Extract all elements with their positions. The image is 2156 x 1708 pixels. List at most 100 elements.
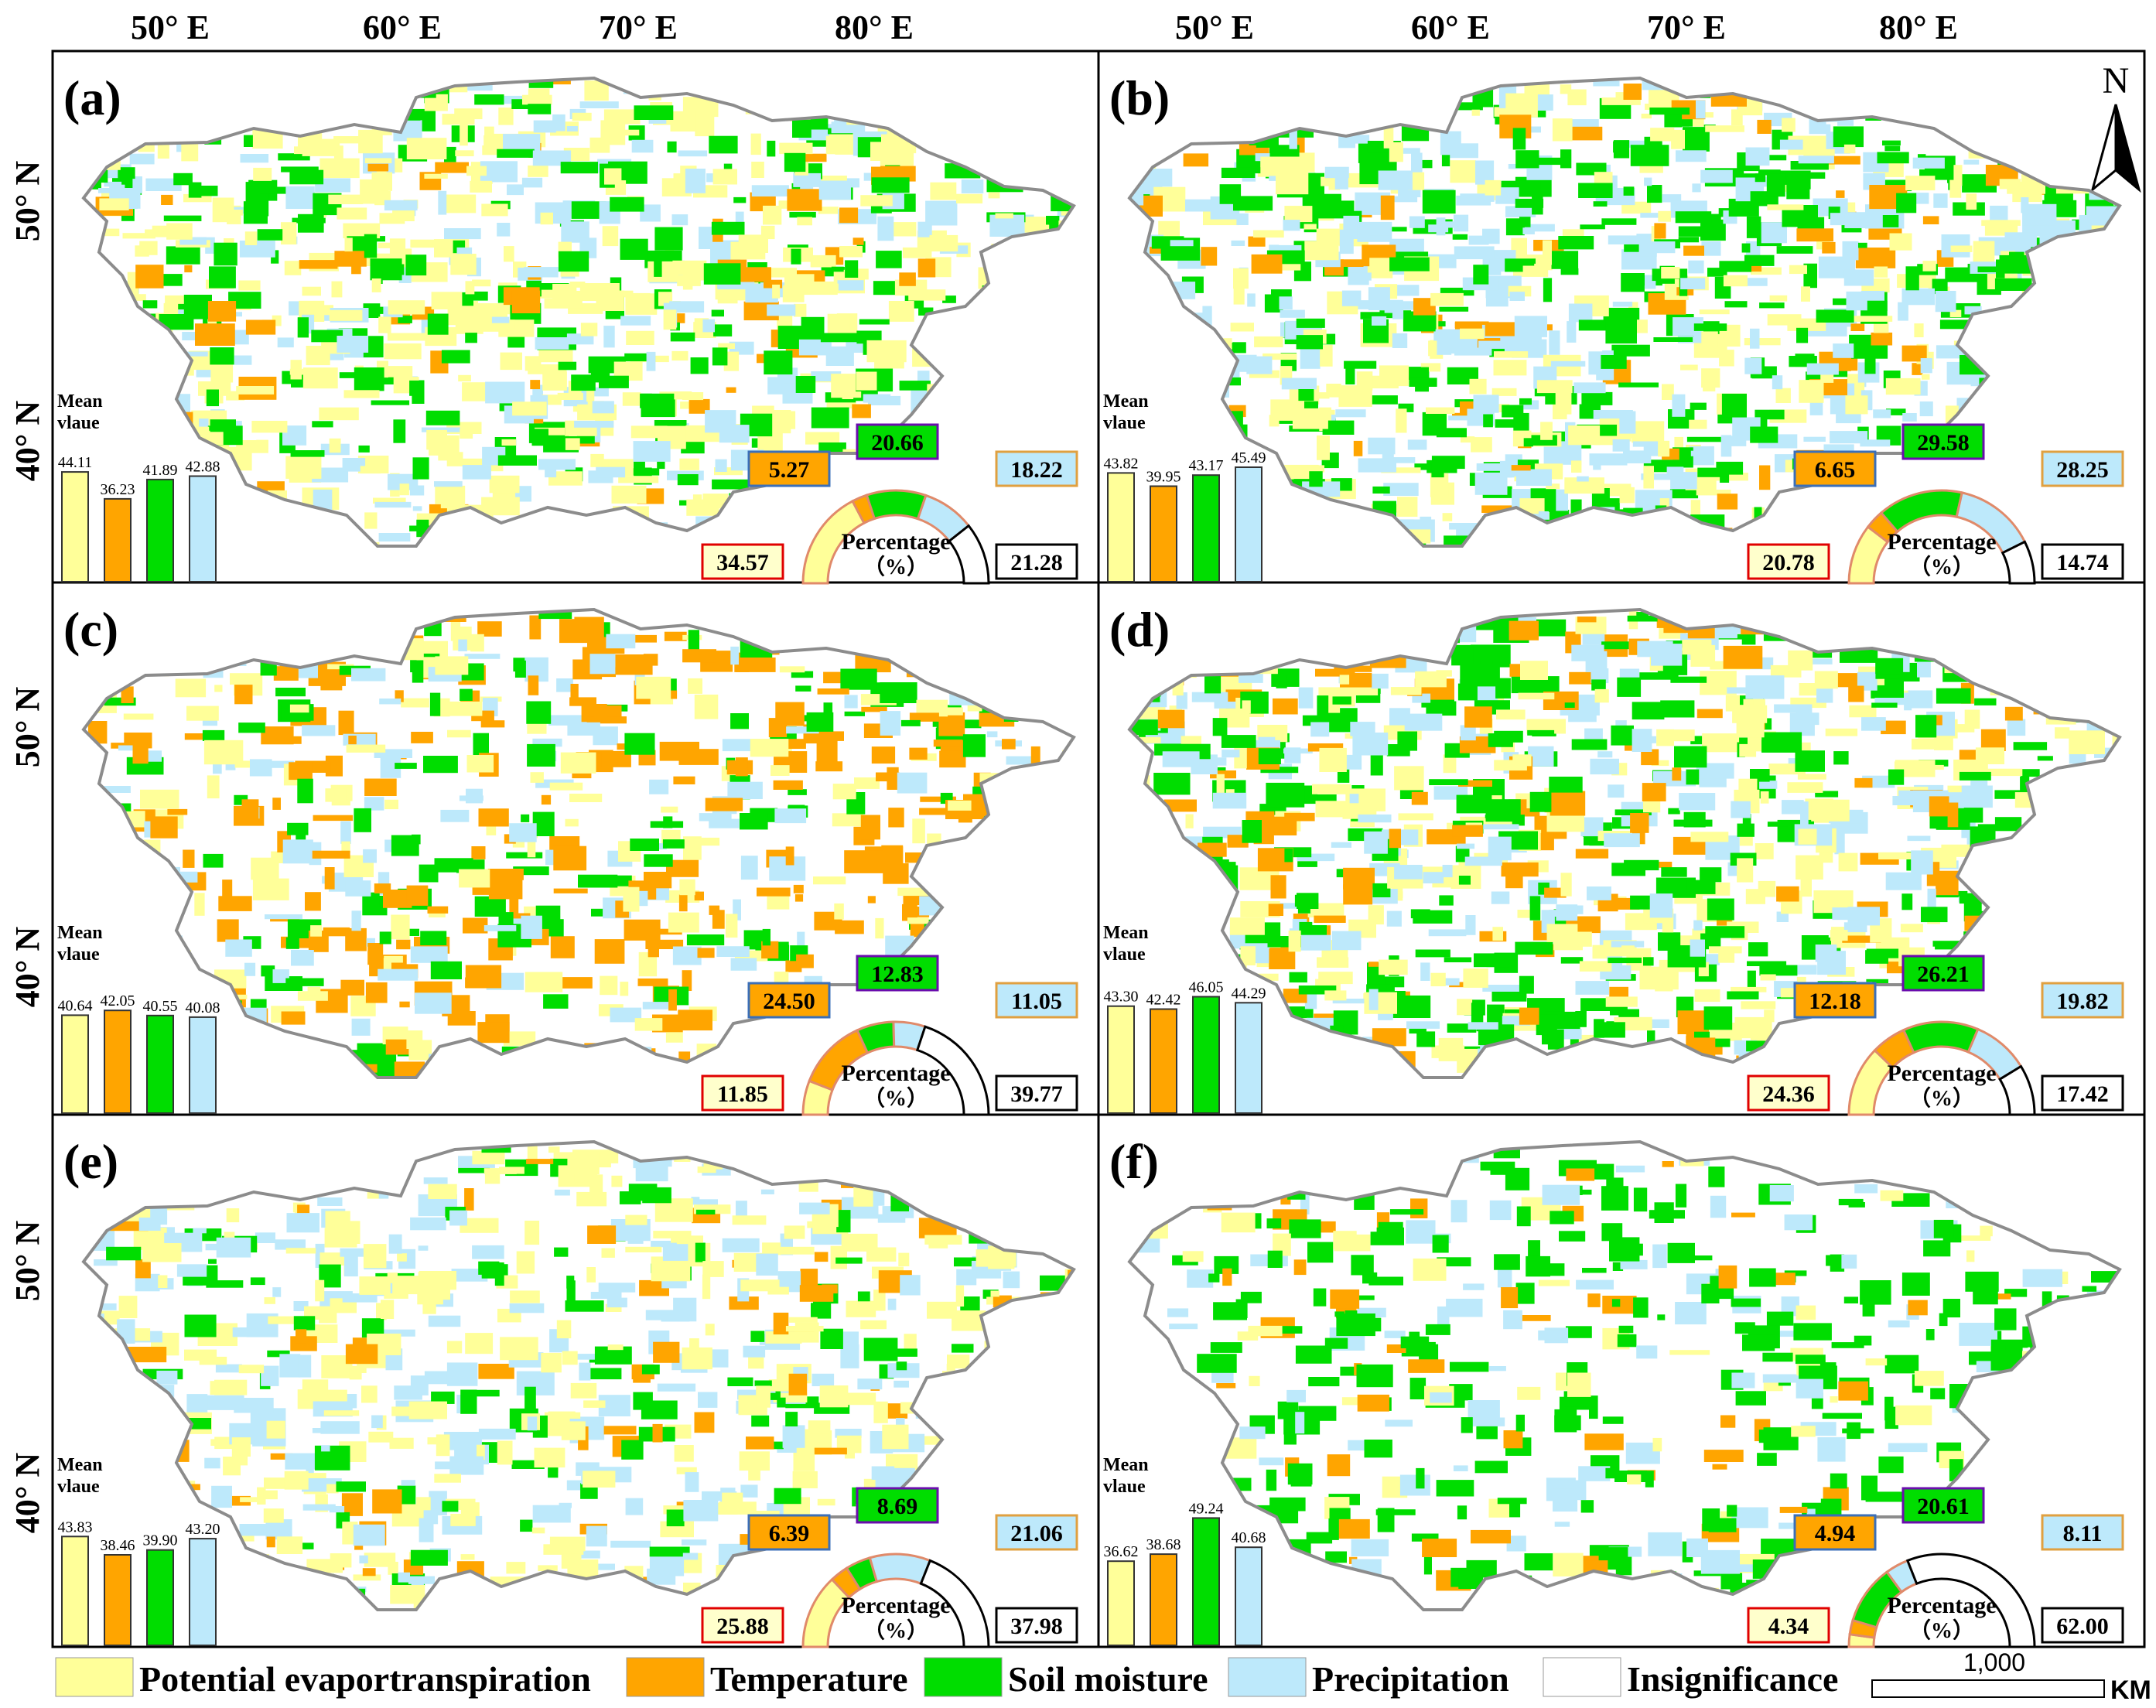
legend-label-pet: Potential evaportranspiration	[139, 1659, 591, 1699]
legend-label-temp: Temperature	[710, 1659, 908, 1699]
gauge-value: 20.78	[1762, 550, 1815, 576]
mean-bar-value: 44.29	[1232, 985, 1266, 1002]
mean-bar	[146, 1549, 174, 1647]
mean-bar	[1150, 485, 1177, 582]
percentage-gauge: Percentage（%） 11.85 24.50 12.83 11.05 39.77	[701, 955, 1078, 1116]
gauge-value: 19.82	[2056, 989, 2109, 1014]
panel-label: (f)	[1109, 1134, 1159, 1189]
mean-title: Mean	[1103, 1455, 1149, 1475]
gauge-value-box	[856, 1487, 939, 1524]
panel-label: (a)	[63, 70, 121, 125]
gauge-title: （%）	[863, 1085, 928, 1111]
gauge-value-box	[2041, 982, 2124, 1019]
mean-bar-value: 36.62	[1104, 1543, 1139, 1560]
mean-title: vlaue	[57, 413, 100, 433]
mean-bar-value: 38.46	[101, 1537, 135, 1554]
gauge-value-box	[2041, 1074, 2124, 1112]
legend-swatch-insig	[1543, 1657, 1621, 1697]
lat-label: 50° N	[9, 1221, 46, 1302]
classification-map	[1129, 78, 2120, 546]
mean-title: Mean	[1103, 391, 1149, 412]
percentage-gauge: Percentage（%） 4.34 4.94 20.61 8.11 62.00	[1747, 1487, 2124, 1648]
gauge-value-box	[1901, 955, 1985, 992]
gauge-value-box	[1901, 423, 1985, 460]
lon-label: 50° E	[1175, 9, 1254, 46]
mean-bar-value: 38.68	[1146, 1536, 1181, 1553]
mean-bar	[1192, 474, 1220, 583]
mean-bar	[104, 1554, 132, 1646]
gauge-segment	[919, 1559, 990, 1648]
mean-bar-value: 43.83	[58, 1518, 93, 1535]
mean-title: Mean	[1103, 923, 1149, 943]
gauge-segment	[1905, 1553, 2036, 1648]
gauge-value: 5.27	[769, 457, 810, 483]
lon-label: 70° E	[599, 9, 678, 46]
mean-bar-value: 44.11	[58, 454, 92, 471]
mean-bar-value: 46.05	[1189, 979, 1224, 996]
lon-label: 80° E	[1879, 9, 1958, 46]
gauge-title: Percentage	[841, 1061, 950, 1086]
gauge-value-box	[2041, 543, 2124, 580]
gauge-value-box	[2041, 1607, 2124, 1644]
gauge-value: 24.50	[763, 989, 815, 1014]
gauge-value: 21.28	[1010, 550, 1063, 576]
gauge-value: 25.88	[716, 1614, 769, 1639]
mean-bar	[1235, 1002, 1263, 1114]
gauge-value-box	[2041, 1514, 2124, 1551]
gauge-value: 18.22	[1010, 457, 1063, 483]
gauge-value-box	[1793, 1514, 1877, 1551]
gauge-value: 20.61	[1917, 1494, 1970, 1519]
gauge-value-box	[1793, 450, 1877, 487]
legend-swatch-temp	[626, 1657, 705, 1697]
gauge-value: 26.21	[1917, 962, 1970, 987]
scale-unit: KM	[2110, 1676, 2151, 1705]
gauge-value: 4.34	[1768, 1614, 1809, 1639]
mean-title: vlaue	[1103, 413, 1146, 433]
mean-bar-value: 43.82	[1104, 455, 1139, 472]
mean-bar-value: 40.08	[186, 999, 220, 1016]
lon-label: 50° E	[131, 9, 210, 46]
mean-bar-value: 42.88	[186, 459, 220, 476]
mean-bar-value: 41.89	[143, 462, 178, 479]
gauge-value-box	[1747, 543, 1830, 580]
mean-bar-value: 40.68	[1232, 1529, 1266, 1546]
gauge-value: 11.85	[717, 1081, 768, 1107]
gauge-value: 4.94	[1815, 1521, 1856, 1546]
panel-label: (d)	[1109, 602, 1170, 657]
mean-bar-value: 40.55	[143, 998, 178, 1015]
legend-swatch-pre	[1228, 1657, 1307, 1697]
gauge-value: 62.00	[2056, 1614, 2109, 1639]
gauge-value-box	[1793, 982, 1877, 1019]
lat-label: 50° N	[9, 687, 46, 768]
gauge-value: 34.57	[716, 550, 769, 576]
gauge-title: （%）	[863, 554, 928, 579]
gauge-value-box	[995, 1607, 1078, 1644]
mean-bar-value: 39.90	[143, 1532, 178, 1549]
mean-bar	[61, 1535, 89, 1646]
gauge-value-box	[995, 1074, 1078, 1112]
north-label: N	[2103, 60, 2130, 101]
mean-bar-value: 42.05	[101, 992, 135, 1009]
gauge-value: 20.66	[871, 430, 924, 456]
legend-label-insig: Insignificance	[1627, 1659, 1838, 1699]
gauge-title: （%）	[1909, 554, 1974, 579]
gauge-title: （%）	[863, 1617, 928, 1643]
legend-label-sm: Soil moisture	[1008, 1659, 1208, 1699]
gauge-value-box	[995, 543, 1078, 580]
legend-swatch-sm	[924, 1657, 1003, 1697]
lat-label: 50° N	[9, 161, 46, 242]
gauge-segment	[2001, 540, 2036, 585]
gauge-value: 29.58	[1917, 430, 1970, 456]
mean-title: Mean	[57, 1455, 103, 1475]
lat-label: 40° N	[9, 1453, 46, 1534]
mean-bar	[1235, 1546, 1263, 1647]
gauge-title: Percentage	[1887, 1061, 1996, 1086]
gauge-value-box	[856, 955, 939, 992]
